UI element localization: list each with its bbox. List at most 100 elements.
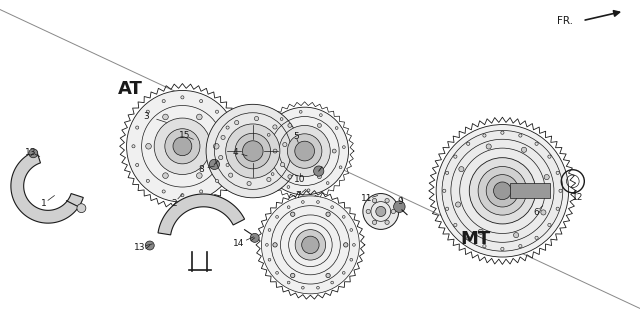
- Circle shape: [273, 149, 277, 153]
- Circle shape: [486, 175, 518, 207]
- Circle shape: [173, 137, 192, 156]
- Text: 1: 1: [41, 199, 46, 208]
- Circle shape: [469, 158, 536, 224]
- Circle shape: [181, 194, 184, 197]
- Circle shape: [196, 173, 202, 178]
- Circle shape: [146, 143, 151, 149]
- Circle shape: [385, 220, 389, 225]
- Circle shape: [276, 216, 278, 218]
- Circle shape: [165, 129, 200, 164]
- Circle shape: [214, 143, 219, 149]
- Circle shape: [291, 212, 295, 217]
- Circle shape: [273, 125, 277, 129]
- Circle shape: [353, 244, 355, 246]
- Text: 5: 5: [293, 132, 298, 141]
- Circle shape: [467, 236, 470, 239]
- Circle shape: [264, 154, 267, 156]
- Circle shape: [541, 210, 546, 215]
- Circle shape: [230, 145, 233, 148]
- Circle shape: [519, 245, 522, 248]
- Circle shape: [442, 130, 563, 251]
- Text: 13: 13: [134, 243, 145, 252]
- Circle shape: [331, 281, 333, 284]
- Circle shape: [544, 175, 549, 180]
- Circle shape: [478, 167, 527, 215]
- Circle shape: [146, 110, 149, 113]
- Circle shape: [500, 131, 504, 134]
- Text: 8: 8: [199, 165, 204, 174]
- Circle shape: [326, 182, 329, 184]
- Circle shape: [454, 155, 457, 158]
- Circle shape: [460, 148, 545, 233]
- Text: 13: 13: [25, 148, 36, 157]
- Circle shape: [314, 166, 324, 176]
- Circle shape: [273, 243, 277, 247]
- Circle shape: [247, 182, 251, 186]
- Circle shape: [436, 125, 569, 257]
- Circle shape: [287, 281, 290, 284]
- Circle shape: [206, 104, 300, 198]
- Circle shape: [226, 163, 229, 167]
- Circle shape: [219, 156, 223, 160]
- Circle shape: [260, 107, 349, 195]
- Circle shape: [287, 134, 322, 168]
- Circle shape: [342, 146, 345, 149]
- Circle shape: [467, 142, 470, 145]
- Circle shape: [535, 142, 538, 145]
- Circle shape: [459, 167, 464, 172]
- Circle shape: [154, 118, 211, 175]
- Circle shape: [372, 198, 377, 203]
- Circle shape: [317, 175, 321, 179]
- Text: 14: 14: [233, 239, 244, 248]
- Circle shape: [226, 126, 229, 129]
- Text: 4: 4: [233, 148, 238, 157]
- Circle shape: [451, 139, 554, 242]
- Text: 10: 10: [294, 175, 305, 184]
- Circle shape: [344, 243, 348, 247]
- Circle shape: [332, 149, 336, 153]
- Circle shape: [268, 134, 270, 136]
- Polygon shape: [11, 151, 83, 223]
- Circle shape: [391, 209, 396, 214]
- Text: 2: 2: [172, 199, 177, 208]
- Circle shape: [136, 163, 139, 167]
- Bar: [510, 183, 550, 198]
- Text: 15: 15: [179, 131, 190, 140]
- Circle shape: [279, 125, 330, 177]
- Circle shape: [456, 202, 461, 207]
- Circle shape: [228, 173, 233, 177]
- Text: 9: 9: [397, 197, 403, 206]
- Circle shape: [181, 96, 184, 99]
- Circle shape: [483, 134, 486, 137]
- Circle shape: [519, 134, 522, 137]
- Circle shape: [301, 236, 319, 253]
- Circle shape: [162, 190, 165, 193]
- Circle shape: [288, 123, 292, 128]
- Circle shape: [331, 206, 333, 209]
- Circle shape: [280, 162, 285, 167]
- Circle shape: [295, 141, 314, 161]
- Circle shape: [145, 241, 154, 250]
- Circle shape: [243, 141, 263, 161]
- Circle shape: [283, 142, 287, 147]
- Circle shape: [443, 189, 446, 192]
- Circle shape: [454, 223, 457, 227]
- Circle shape: [548, 223, 551, 227]
- Circle shape: [445, 207, 449, 211]
- Circle shape: [500, 247, 504, 251]
- Circle shape: [216, 179, 219, 183]
- Circle shape: [372, 220, 377, 225]
- Circle shape: [287, 206, 290, 209]
- Circle shape: [535, 236, 538, 239]
- Circle shape: [394, 201, 405, 212]
- Circle shape: [200, 190, 203, 193]
- Circle shape: [317, 123, 321, 128]
- Circle shape: [307, 189, 310, 192]
- Circle shape: [136, 126, 139, 129]
- Circle shape: [366, 209, 371, 214]
- Text: 6: 6: [534, 208, 539, 217]
- Circle shape: [200, 100, 203, 103]
- Text: 7: 7: [295, 191, 300, 200]
- Text: 3: 3: [143, 112, 148, 121]
- Circle shape: [363, 194, 399, 229]
